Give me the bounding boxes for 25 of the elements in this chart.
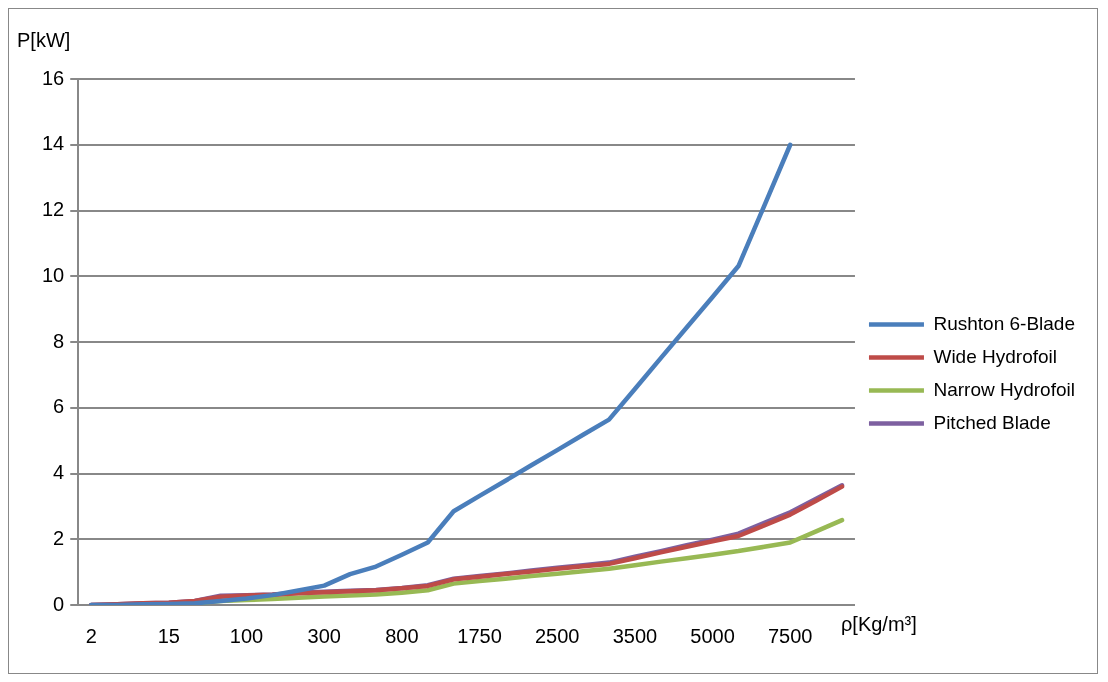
x-tick-label: 800 <box>385 624 419 647</box>
legend-label: Wide Hydrofoil <box>933 345 1058 367</box>
y-tick-label: 16 <box>42 66 65 89</box>
legend-label: Pitched Blade <box>933 411 1051 433</box>
y-tick-label: 12 <box>42 198 65 221</box>
y-tick-label: 14 <box>42 132 65 155</box>
x-axis-title: ρ[Kg/m³] <box>840 612 917 635</box>
legend-label: Rushton 6-Blade <box>933 312 1076 334</box>
x-tick-label: 100 <box>229 624 264 647</box>
y-tick-label: 4 <box>53 461 65 484</box>
legend-label: Narrow Hydrofoil <box>933 378 1075 400</box>
y-axis-title: P[kW] <box>17 29 71 51</box>
x-tick-label: 1750 <box>457 624 502 647</box>
y-tick-label: 8 <box>53 329 65 352</box>
x-tick-label: 15 <box>157 624 180 647</box>
x-tick-label: 2 <box>85 624 97 647</box>
x-tick-label: 7500 <box>767 624 813 647</box>
y-tick-label: 6 <box>53 395 65 418</box>
x-tick-label: 2500 <box>534 624 580 647</box>
y-tick-label: 0 <box>53 592 65 615</box>
y-tick-label: 10 <box>42 263 65 286</box>
x-tick-label: 300 <box>307 624 341 647</box>
x-tick-label: 3500 <box>612 624 658 647</box>
x-tick-label: 5000 <box>690 624 735 647</box>
y-tick-label: 2 <box>53 526 65 549</box>
